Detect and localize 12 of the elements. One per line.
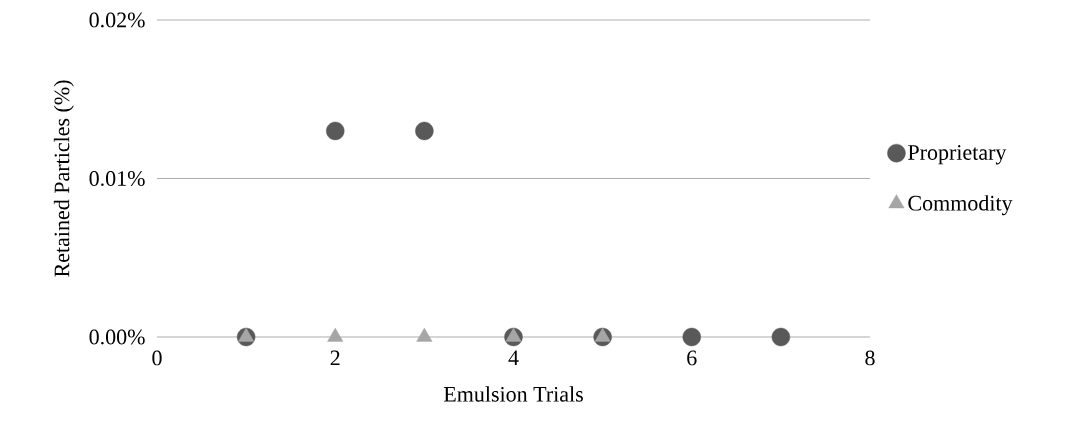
legend-label: Proprietary xyxy=(908,145,1007,165)
y-tick-label: 0.01% xyxy=(89,171,145,186)
y-tick-label: 0.02% xyxy=(89,12,145,28)
legend-label: Commodity xyxy=(908,195,1013,216)
y-tick-label: 0.00% xyxy=(89,329,145,345)
y-axis-title: Retained Particles (%) xyxy=(53,80,74,277)
x-tick-label: 2 xyxy=(330,350,340,366)
x-tick-label: 4 xyxy=(508,350,519,365)
x-tick-label: 0 xyxy=(152,350,162,366)
x-tick-label: 8 xyxy=(865,350,875,366)
x-axis-title: Emulsion Trials xyxy=(443,386,583,402)
x-tick-label: 6 xyxy=(687,350,697,366)
